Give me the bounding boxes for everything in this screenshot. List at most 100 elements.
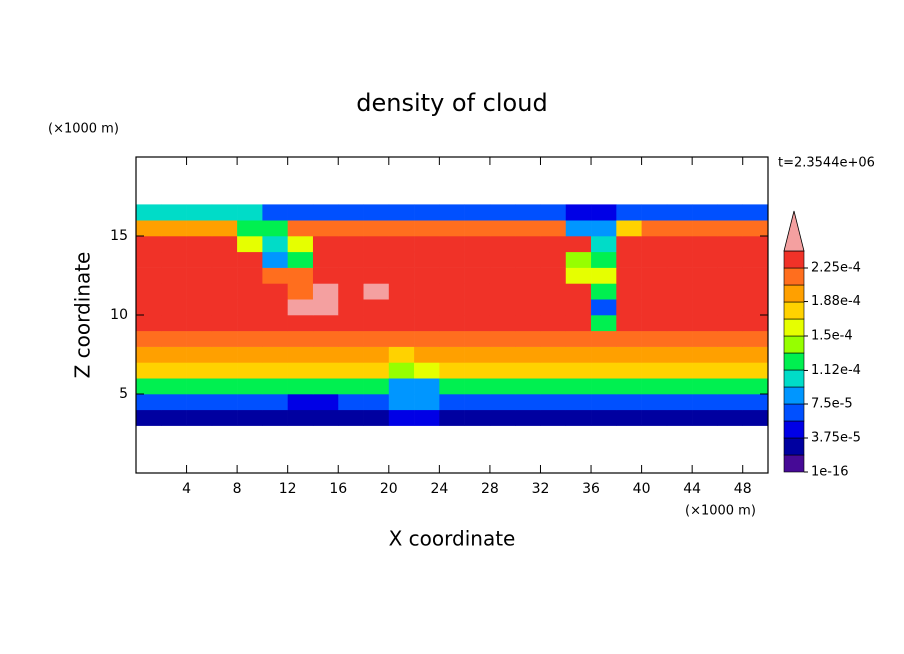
cell: [464, 220, 491, 237]
cell: [489, 204, 516, 221]
cell: [312, 236, 339, 253]
x-tick-label: 24: [430, 481, 448, 497]
cell: [717, 204, 744, 221]
cell: [287, 204, 314, 221]
cell: [414, 346, 440, 363]
cell: [464, 409, 491, 426]
cell: [363, 204, 390, 221]
cell: [439, 394, 465, 411]
cell: [692, 378, 718, 395]
cell: [312, 409, 339, 426]
cell: [591, 362, 617, 379]
cell: [540, 394, 567, 411]
x-tick-label: 40: [633, 481, 651, 497]
cell: [666, 378, 693, 395]
cell: [515, 409, 541, 426]
cell: [540, 299, 567, 316]
cell: [464, 394, 491, 411]
cell: [616, 220, 642, 237]
cell: [591, 220, 617, 237]
cell: [489, 378, 516, 395]
cell: [565, 394, 592, 411]
cell: [666, 346, 693, 363]
cell: [540, 283, 567, 300]
cell: [515, 236, 541, 253]
cell: [211, 378, 238, 395]
colorbar-box: [783, 386, 805, 405]
cell: [439, 204, 465, 221]
cell: [742, 299, 769, 316]
cell: [388, 220, 415, 237]
cell: [287, 394, 314, 411]
x-tick-label: 20: [380, 481, 398, 497]
cell: [692, 204, 718, 221]
y-axis-label: Z coordinate: [71, 252, 95, 379]
cell: [388, 409, 415, 426]
cell: [161, 251, 187, 268]
cell: [211, 409, 238, 426]
x-tick-label: 8: [233, 481, 242, 497]
cell: [717, 299, 744, 316]
cell: [161, 378, 187, 395]
cell: [237, 378, 263, 395]
y-tick-label: 15: [110, 228, 128, 244]
cell: [262, 330, 288, 347]
annotation: t=2.3544e+06: [778, 156, 875, 171]
cell: [742, 204, 769, 221]
cell: [666, 330, 693, 347]
cell: [312, 267, 339, 284]
cell: [287, 378, 314, 395]
cell: [363, 315, 390, 332]
cell: [565, 409, 592, 426]
cell: [338, 204, 364, 221]
cell: [591, 346, 617, 363]
cell: [439, 236, 465, 253]
cell: [515, 220, 541, 237]
cell: [565, 362, 592, 379]
cell: [186, 283, 213, 300]
cell: [489, 362, 516, 379]
cell: [287, 315, 314, 332]
cell: [540, 236, 567, 253]
cell: [363, 299, 390, 316]
cell: [186, 346, 213, 363]
cell: [161, 362, 187, 379]
cell: [211, 204, 238, 221]
cell: [186, 204, 213, 221]
y-unit-label: (×1000 m): [48, 122, 119, 137]
cell: [641, 283, 668, 300]
cell: [312, 330, 339, 347]
cell: [464, 378, 491, 395]
cell: [742, 330, 769, 347]
cell: [439, 378, 465, 395]
colorbar-box: [783, 403, 805, 422]
cell: [591, 330, 617, 347]
cell: [641, 267, 668, 284]
cell: [211, 362, 238, 379]
cell: [641, 220, 668, 237]
cell: [540, 330, 567, 347]
cell: [161, 315, 187, 332]
cell: [388, 236, 415, 253]
cell: [414, 378, 440, 395]
colorbar-box: [783, 301, 805, 320]
cell: [186, 236, 213, 253]
cell: [388, 251, 415, 268]
cell: [692, 251, 718, 268]
cell: [312, 362, 339, 379]
cell: [742, 315, 769, 332]
cell: [565, 315, 592, 332]
cell: [489, 315, 516, 332]
cell: [414, 394, 440, 411]
cell: [363, 267, 390, 284]
cell: [414, 315, 440, 332]
cell: [666, 394, 693, 411]
cell: [717, 267, 744, 284]
cell: [641, 362, 668, 379]
cell: [388, 346, 415, 363]
cell: [287, 251, 314, 268]
chart-title: density of cloud: [356, 89, 547, 117]
colorbar-over: [783, 210, 805, 252]
cell: [262, 204, 288, 221]
cell: [338, 362, 364, 379]
